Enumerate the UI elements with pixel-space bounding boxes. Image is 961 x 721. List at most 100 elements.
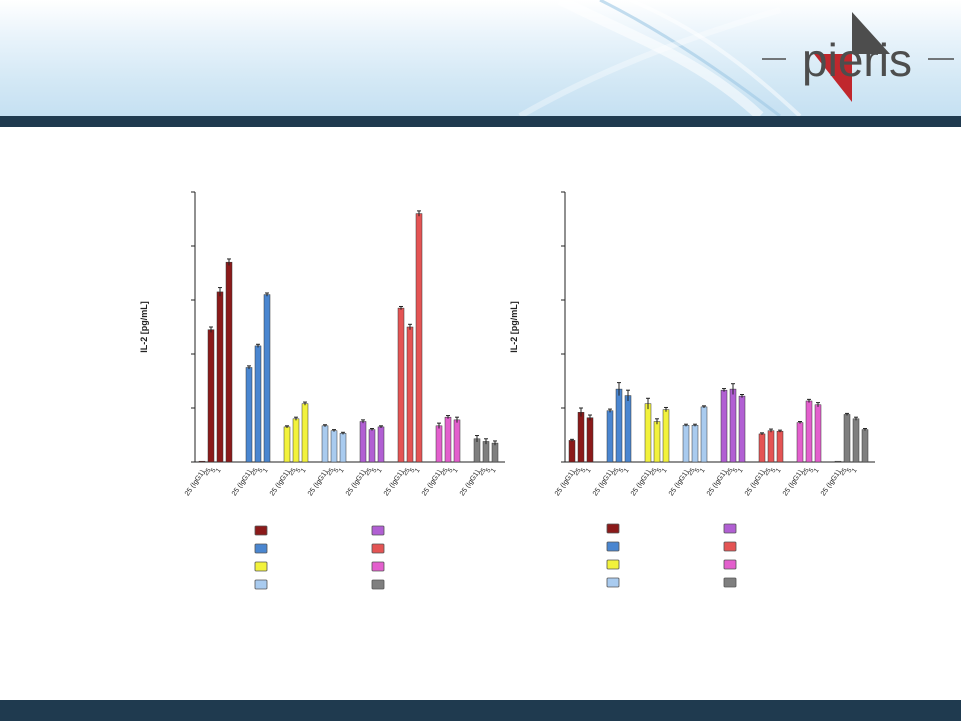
- bar-g7-1: [482, 441, 490, 463]
- x-tick-label-sub: 25: [725, 467, 735, 477]
- bar-g6-0: [435, 425, 443, 463]
- legend-swatch-4: [371, 525, 385, 536]
- bar-g0-3: [225, 261, 233, 463]
- x-tick-label-sub: 1: [737, 467, 745, 474]
- legend-swatch-5: [371, 543, 385, 554]
- y-axis-label: IL-2 [pg/mL]: [139, 301, 149, 353]
- x-tick-label-sub: 25: [440, 467, 450, 477]
- bar-g1-2: [263, 294, 271, 463]
- x-tick-label-sub: 1: [813, 467, 821, 474]
- legend-swatch-4: [723, 523, 737, 534]
- bar-g2-0: [644, 403, 652, 463]
- bar-g1-1: [615, 388, 623, 463]
- x-tick-label-sub: 25: [763, 467, 773, 477]
- x-tick-label-sub: 25: [573, 467, 583, 477]
- bar-g5-1: [767, 430, 775, 463]
- x-tick-label-sub: 25: [288, 467, 298, 477]
- x-tick-label-sub: 25: [687, 467, 697, 477]
- x-tick-label-sub: 25: [478, 467, 488, 477]
- bar-g2-0: [283, 426, 291, 463]
- x-tick-label-sub: 1: [338, 467, 346, 474]
- bar-g3-2: [700, 406, 708, 463]
- bar-g5-2: [415, 213, 423, 463]
- x-tick-label-sub: 5: [333, 467, 341, 474]
- bar-g2-2: [662, 409, 670, 463]
- x-tick-label-sub: 5: [618, 467, 626, 474]
- legend-swatch-2: [254, 561, 268, 572]
- bar-g5-0: [397, 307, 405, 463]
- bar-g3-0: [321, 425, 329, 463]
- bar-g3-1: [330, 430, 338, 463]
- bar-g0-2: [586, 417, 594, 463]
- bar-g3-2: [339, 433, 347, 463]
- x-tick-label-sub: 5: [485, 467, 493, 474]
- legend-swatch-6: [371, 561, 385, 572]
- legend-swatch-0: [254, 525, 268, 536]
- x-tick-label-sub: 1: [452, 467, 460, 474]
- bar-g1-1: [254, 345, 262, 463]
- legend-swatch-3: [254, 579, 268, 590]
- legend-swatch-7: [371, 579, 385, 590]
- x-tick-label-sub: 25: [839, 467, 849, 477]
- bar-g4-2: [377, 426, 385, 463]
- x-tick-label-sub: 1: [262, 467, 270, 474]
- x-tick-label-sub: 1: [414, 467, 422, 474]
- x-tick-label-sub: 1: [376, 467, 384, 474]
- bar-g5-2: [776, 430, 784, 463]
- x-tick-label-sub: 5: [694, 467, 702, 474]
- bar-g7-3: [861, 429, 869, 463]
- bar-g0-0: [198, 460, 206, 463]
- x-tick-label-sub: 5: [295, 467, 303, 474]
- x-tick-label-sub: 5: [770, 467, 778, 474]
- legend-swatch-0: [606, 523, 620, 534]
- bar-g6-2: [814, 404, 822, 463]
- legend-swatch-2: [606, 559, 620, 570]
- y-axis-label: IL-2 [pg/mL]: [509, 301, 519, 353]
- footer-bar: [0, 700, 961, 721]
- bar-g7-2: [491, 442, 499, 463]
- bar-g0-1: [577, 412, 585, 463]
- bar-g0-2: [216, 291, 224, 463]
- bar-g1-2: [624, 395, 632, 463]
- bar-g2-1: [653, 421, 661, 463]
- bar-g1-0: [245, 367, 253, 463]
- bar-g4-0: [720, 389, 728, 463]
- bar-g5-0: [758, 433, 766, 463]
- x-tick-label-sub: 5: [409, 467, 417, 474]
- x-tick-label-sub: 5: [808, 467, 816, 474]
- logo-wordmark: pieris: [802, 34, 912, 86]
- banner-swoosh-decoration: [518, 0, 802, 116]
- x-tick-label-sub: 1: [585, 467, 593, 474]
- x-tick-label-sub: 1: [851, 467, 859, 474]
- x-tick-label-sub: 5: [447, 467, 455, 474]
- bar-g1-0: [606, 410, 614, 463]
- bar-g6-0: [796, 422, 804, 463]
- legend-swatch-3: [606, 577, 620, 588]
- bar-g0-1: [207, 329, 215, 463]
- x-tick-label-sub: 25: [250, 467, 260, 477]
- x-tick-label-sub: 1: [215, 467, 223, 474]
- legend-left: [254, 525, 385, 590]
- legend-right: [606, 523, 737, 588]
- legend-swatch-1: [606, 541, 620, 552]
- x-tick-label-sub: 5: [846, 467, 854, 474]
- bar-g6-1: [805, 400, 813, 463]
- x-tick-label-sub: 1: [490, 467, 498, 474]
- x-tick-label-sub: 25: [326, 467, 336, 477]
- x-tick-label-sub: 5: [656, 467, 664, 474]
- bar-g7-2: [852, 418, 860, 463]
- x-tick-label-sub: 5: [257, 467, 265, 474]
- bar-g4-1: [729, 388, 737, 463]
- x-tick-label-sub: 5: [580, 467, 588, 474]
- x-tick-label-sub: 1: [300, 467, 308, 474]
- x-tick-label-sub: 1: [699, 467, 707, 474]
- x-tick-label-sub: 5: [210, 467, 218, 474]
- x-tick-label-sub: 25: [364, 467, 374, 477]
- bar-g4-1: [368, 429, 376, 463]
- header-divider-bar: [0, 116, 961, 127]
- legend-swatch-6: [723, 559, 737, 570]
- legend-swatch-5: [723, 541, 737, 552]
- legend-swatch-1: [254, 543, 268, 554]
